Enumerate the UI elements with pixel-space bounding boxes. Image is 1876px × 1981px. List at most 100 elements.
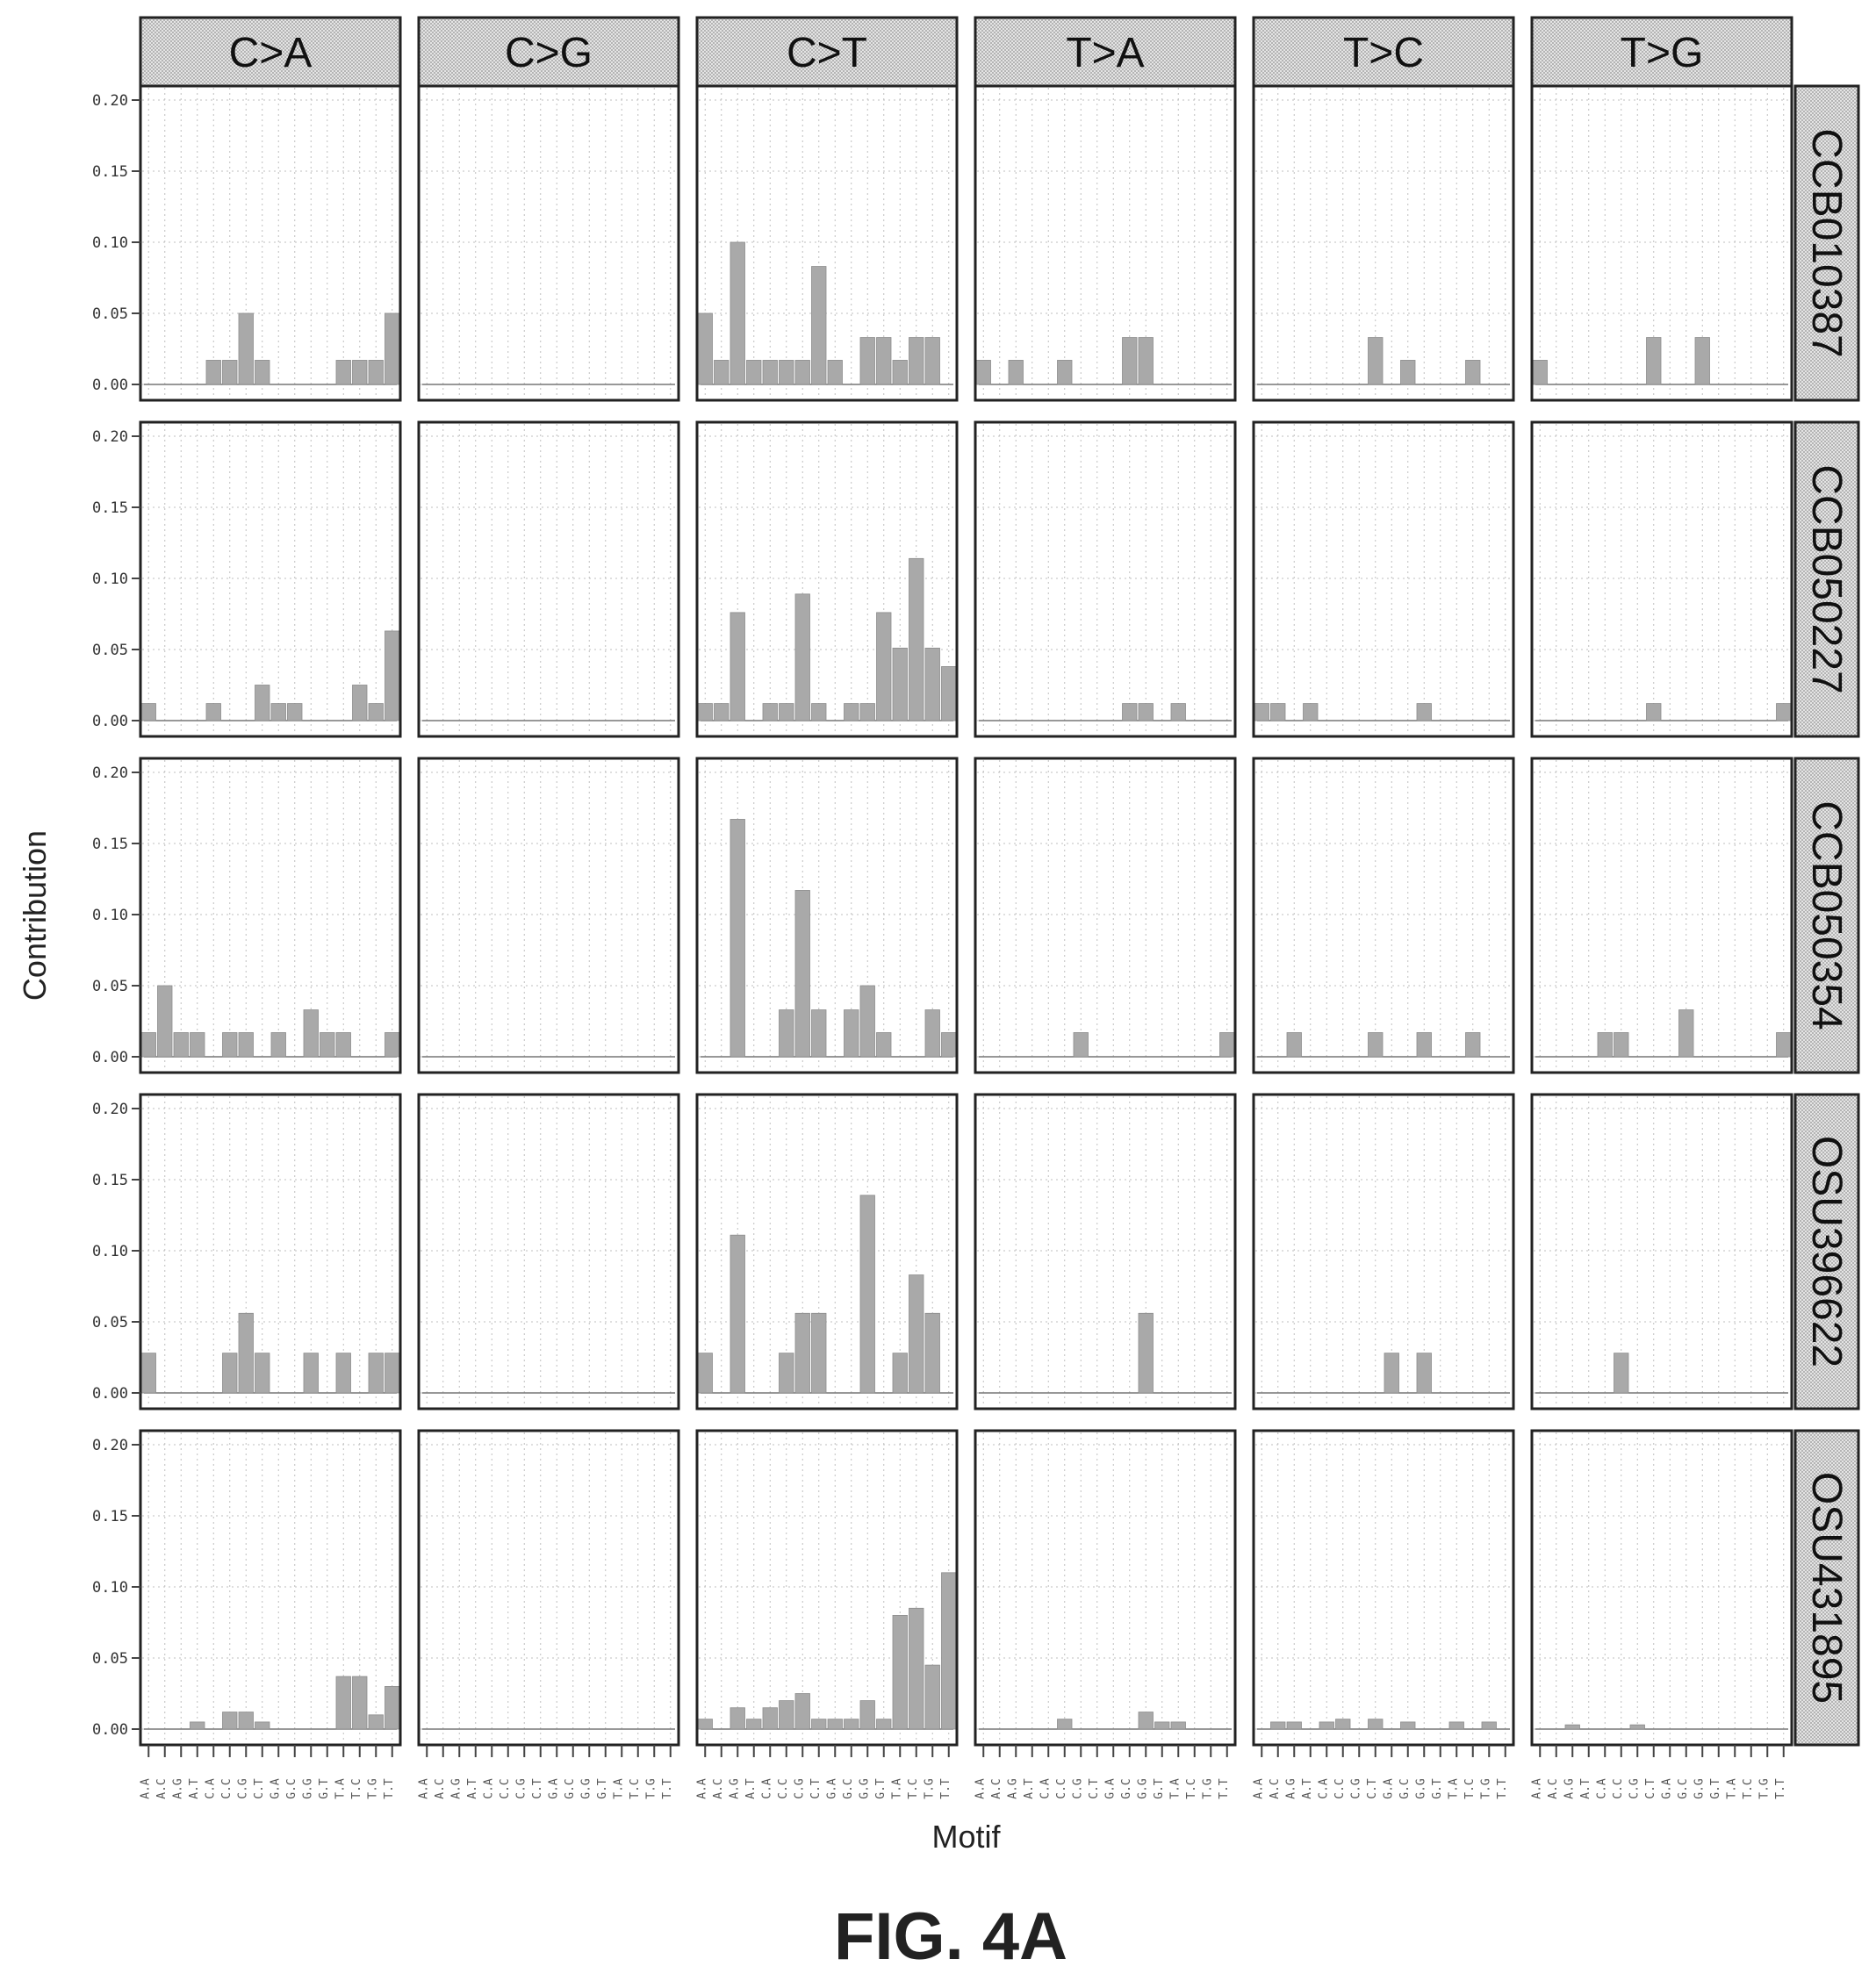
- bar: [385, 1686, 400, 1730]
- column-strip-box: [1530, 16, 1793, 88]
- x-tick-label: T.G: [644, 1778, 658, 1799]
- x-tick-label: T.A: [1168, 1778, 1182, 1799]
- x-tick-label: G.T: [318, 1778, 331, 1799]
- y-tick-label: 0.15: [92, 163, 128, 181]
- panel-border: [139, 757, 402, 1074]
- x-tick-label: A.A: [974, 1778, 987, 1799]
- panel-grid-lines: [420, 760, 677, 1071]
- panel-osu396622-t-g: [1530, 1093, 1793, 1410]
- x-tick-label: G.T: [1709, 1778, 1722, 1799]
- x-tick-label: T.C: [1463, 1778, 1477, 1798]
- bar: [811, 703, 827, 721]
- bar: [1629, 1724, 1645, 1730]
- panel-grid-lines: [1255, 424, 1512, 735]
- y-tick-label: 0.15: [92, 1172, 128, 1189]
- bar: [924, 1664, 940, 1730]
- panel-osu431895-c-t: A.A A.C A.G A.T C.A C.C C.G C.T G.A G.C G.G G.T T.A T…: [695, 1429, 959, 1799]
- panel-ccb050354-c-t: [695, 757, 959, 1074]
- bar: [730, 612, 745, 721]
- row-strip-box: [1793, 420, 1860, 738]
- panel-grid-lines: [142, 88, 399, 398]
- bar: [255, 1721, 270, 1730]
- bar: [714, 703, 730, 721]
- x-tick-label: C.G: [1071, 1778, 1084, 1799]
- bar: [892, 1615, 908, 1730]
- x-tick-label: G.A: [269, 1778, 282, 1799]
- x-tick-label: G.G: [1136, 1778, 1149, 1799]
- x-tick-label: C.G: [236, 1778, 249, 1799]
- x-tick-label: T.G: [1479, 1778, 1492, 1799]
- bar: [368, 1714, 384, 1730]
- panel-border: [1530, 84, 1793, 402]
- panel-border: [1252, 1093, 1515, 1410]
- bar: [1481, 1721, 1497, 1730]
- bar: [827, 360, 843, 385]
- bar: [255, 685, 270, 721]
- panel-border: [695, 1429, 959, 1747]
- x-tick-label: A.T: [1301, 1778, 1314, 1799]
- panel-grid-lines: [1255, 1432, 1512, 1743]
- y-tick-label: 0.00: [92, 1721, 128, 1739]
- x-tick-label: T.T: [939, 1778, 952, 1799]
- x-tick-label: T.A: [612, 1778, 625, 1799]
- panel-grid-lines: [977, 424, 1233, 735]
- bar: [140, 1032, 156, 1058]
- x-tick-label: A.G: [1006, 1778, 1019, 1799]
- bar: [1416, 703, 1432, 721]
- column-strip-label: C>G: [505, 30, 593, 76]
- y-tick-label: 0.05: [92, 642, 128, 659]
- figure-label: FIG. 4A: [834, 1899, 1067, 1974]
- bar: [1448, 1721, 1464, 1730]
- x-tick-label: T.G: [1201, 1778, 1214, 1799]
- x-tick-label: C.C: [220, 1778, 234, 1798]
- x-tick-label: G.T: [596, 1778, 609, 1799]
- x-tick-label: G.T: [1431, 1778, 1444, 1799]
- y-tick-label: 0.15: [92, 499, 128, 517]
- bar: [368, 360, 384, 385]
- bar: [909, 557, 924, 721]
- x-tick-label: A.T: [744, 1778, 758, 1799]
- bar: [779, 1700, 794, 1730]
- x-tick-label: T.C: [629, 1778, 642, 1798]
- y-tick-label: 0.05: [92, 1314, 128, 1331]
- bar: [303, 1353, 319, 1394]
- bar: [1614, 1032, 1629, 1058]
- bar: [320, 1032, 335, 1058]
- bar: [924, 647, 940, 721]
- bar: [238, 1312, 254, 1394]
- x-tick-label: C.G: [1628, 1778, 1641, 1799]
- x-tick-label: G.A: [825, 1778, 838, 1799]
- bar: [1400, 360, 1416, 385]
- bar: [190, 1032, 205, 1058]
- column-strip-group: C>A C>G C>T T>A T>C T>G: [139, 16, 1793, 88]
- bar: [697, 1353, 713, 1394]
- panel-border: [1252, 84, 1515, 402]
- row-strip-label: OSU396622: [1803, 1136, 1850, 1367]
- bar: [811, 266, 827, 385]
- x-tick-label: G.C: [1120, 1778, 1133, 1798]
- panel-grid-lines: [1534, 1432, 1790, 1743]
- panel-grid-lines: [977, 88, 1233, 398]
- panel-border: [1530, 420, 1793, 738]
- y-axis-title: Contribution: [17, 830, 53, 1001]
- panel-border: [1252, 1429, 1515, 1747]
- x-tick-label: A.C: [434, 1778, 447, 1798]
- bar: [1678, 1009, 1694, 1058]
- panel-grid-lines: [420, 88, 677, 398]
- panel-grid-lines: [420, 1096, 677, 1407]
- bar: [140, 703, 156, 721]
- row-strip-box: [1793, 1429, 1860, 1747]
- x-tick-label: C.A: [1317, 1778, 1330, 1799]
- x-tick-label: C.C: [1055, 1778, 1068, 1798]
- panel-osu396622-c-t: [695, 1093, 959, 1410]
- bar: [730, 1234, 745, 1394]
- x-tick-label: C.A: [760, 1778, 773, 1799]
- bar: [1465, 360, 1481, 385]
- x-tick-label: G.A: [547, 1778, 560, 1799]
- bar: [892, 1353, 908, 1394]
- panel-ccb010387-t-a: [974, 84, 1237, 402]
- bar: [859, 1195, 875, 1394]
- panel-border: [695, 420, 959, 738]
- row-strip-osu396622: OSU396622: [1793, 1093, 1860, 1410]
- x-tick-label: C.A: [204, 1778, 217, 1799]
